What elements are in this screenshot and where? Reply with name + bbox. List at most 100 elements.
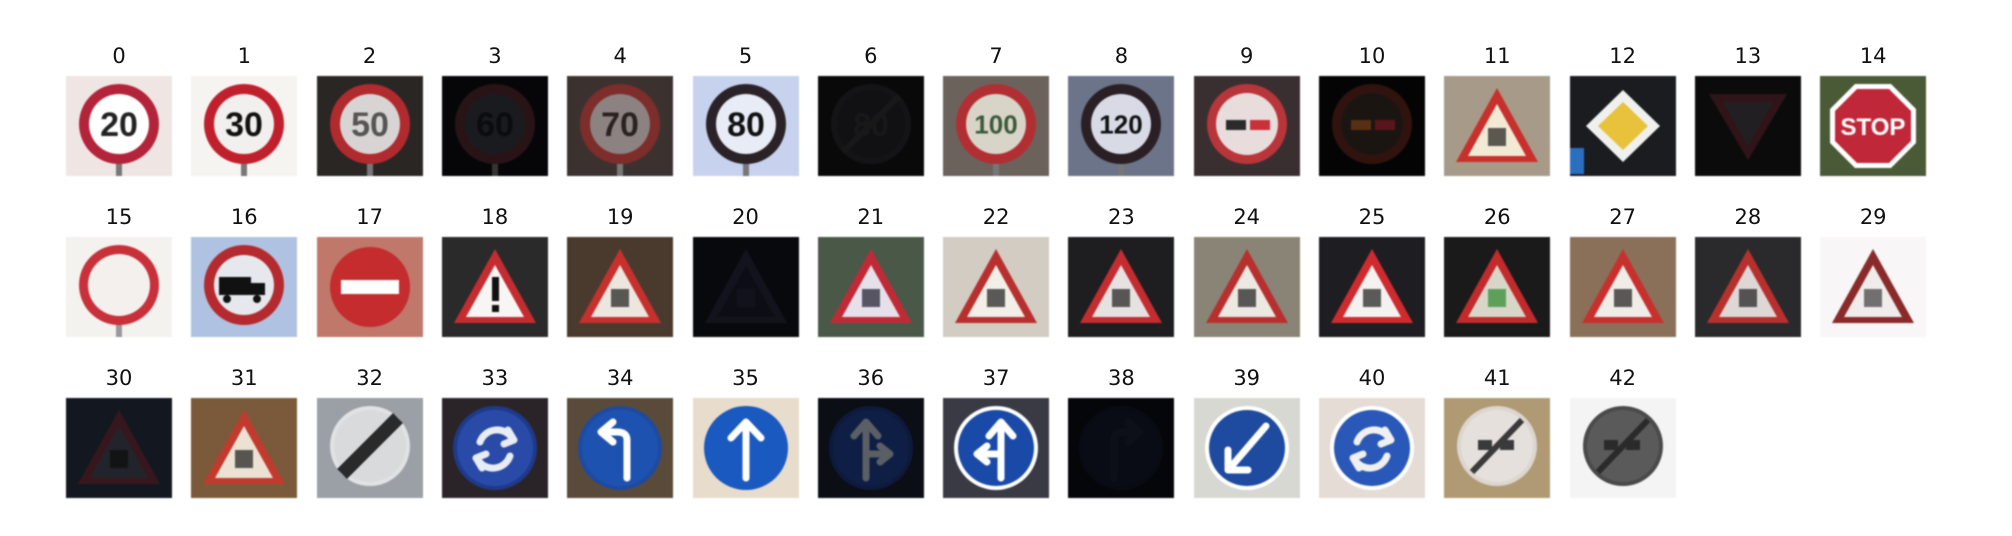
class-label: 35 (732, 366, 759, 390)
sign-thumbnail (1193, 76, 1300, 176)
sign-image (1068, 398, 1175, 498)
class-label: 36 (857, 366, 885, 390)
sign-cell: 20 (692, 205, 799, 337)
sign-image (817, 237, 924, 337)
sign-cell: 40 (1319, 366, 1425, 498)
class-label: 15 (105, 205, 133, 229)
sign-thumbnail: 70 (567, 76, 674, 176)
sign-image (1694, 237, 1801, 337)
sign-number: 20 (100, 106, 138, 144)
sign-thumbnail (692, 237, 799, 337)
class-label: 18 (481, 205, 509, 229)
sign-cell: 21 (817, 205, 924, 337)
sign-cell: 22 (943, 205, 1050, 337)
sign-number: 120 (1100, 109, 1143, 139)
class-label: 9 (1240, 44, 1254, 68)
class-label: 32 (356, 366, 383, 390)
sign-cell: 33 (441, 366, 548, 498)
sign-thumbnail: 20 (66, 76, 172, 176)
sign-cell: 360 (441, 44, 548, 176)
sign-thumbnail (1193, 237, 1300, 337)
sign-image: 120 (1068, 76, 1175, 176)
sign-image (692, 237, 799, 337)
sign-image: 70 (567, 76, 674, 176)
class-label: 34 (606, 366, 634, 390)
sign-cell: 26 (1444, 205, 1551, 337)
sign-thumbnail (567, 398, 674, 498)
class-label: 17 (356, 205, 383, 229)
sign-thumbnail (66, 398, 172, 498)
sign-cell: 8 120 (1068, 44, 1175, 176)
sign-thumbnail (1068, 237, 1175, 337)
sign-cell: 9 (1193, 44, 1300, 176)
sign-cell: 680 (817, 44, 924, 176)
sign-cell: 39 (1193, 366, 1300, 498)
sign-image: 30 (191, 76, 298, 176)
sign-cell: 27 (1569, 205, 1676, 337)
sign-image (1569, 76, 1676, 176)
sign-cell: 7 100 (943, 44, 1050, 176)
sign-cell: 16 (191, 205, 298, 337)
sign-image (1694, 76, 1801, 176)
sign-cell: 30 (66, 366, 172, 498)
class-label: 0 (112, 44, 126, 68)
sign-image (1444, 76, 1551, 176)
class-label: 29 (1859, 205, 1887, 229)
sign-thumbnail (1569, 237, 1676, 337)
sign-cell: 14 STOP (1820, 44, 1927, 176)
sign-cell: 24 (1193, 205, 1300, 337)
class-label: 2 (362, 44, 377, 68)
sign-image (1319, 76, 1425, 176)
class-label: 27 (1609, 205, 1636, 229)
class-label: 37 (982, 366, 1010, 390)
sign-cell: 5 80 (692, 44, 799, 176)
class-label: 3 (488, 44, 502, 68)
sign-cell: 36 (817, 366, 924, 498)
sign-image (1569, 237, 1676, 337)
sign-thumbnail (191, 237, 298, 337)
sign-image (1319, 398, 1425, 498)
sign-cell: 38 (1068, 366, 1175, 498)
sign-image (316, 398, 423, 498)
sign-image (817, 398, 924, 498)
class-label: 31 (230, 366, 258, 390)
class-label: 13 (1734, 44, 1762, 68)
sign-thumbnail: 50 (316, 76, 423, 176)
sign-cell: 13 (1694, 44, 1801, 176)
sign-image: 60 (441, 76, 548, 176)
sign-cell: 28 (1694, 205, 1801, 337)
sign-thumbnail: 60 (441, 76, 548, 176)
sign-thumbnail (817, 237, 924, 337)
class-label: 25 (1358, 205, 1386, 229)
sign-thumbnail (316, 398, 423, 498)
sign-cell: 17 (316, 205, 423, 337)
sign-cell: 1 30 (191, 44, 298, 176)
sign-thumbnail (1694, 237, 1801, 337)
class-label: 16 (230, 205, 258, 229)
sign-cell: 19 (567, 205, 674, 337)
sign-thumbnail (1068, 398, 1175, 498)
sign-image (191, 237, 298, 337)
sign-cell: 35 (692, 366, 799, 498)
sign-cell: 41 (1444, 366, 1551, 498)
sign-image (1569, 398, 1676, 498)
sign-cell: 10 (1319, 44, 1425, 176)
class-label: 40 (1358, 366, 1386, 390)
sign-image (191, 398, 298, 498)
sign-thumbnail (943, 237, 1050, 337)
sign-cell: 0 20 (66, 44, 172, 176)
sign-thumbnail (1319, 237, 1425, 337)
class-label: 8 (1114, 44, 1129, 68)
class-label: 42 (1609, 366, 1636, 390)
sign-image (567, 237, 674, 337)
class-label: 22 (982, 205, 1010, 229)
sign-thumbnail (1319, 76, 1425, 176)
sign-number: 100 (974, 109, 1017, 139)
class-label: 28 (1734, 205, 1762, 229)
sign-thumbnail: 80 (817, 76, 924, 176)
class-label: 4 (613, 44, 627, 68)
sign-thumbnail (567, 237, 674, 337)
class-label: 19 (606, 205, 634, 229)
sign-image: 50 (316, 76, 423, 176)
sign-thumbnail (441, 237, 548, 337)
